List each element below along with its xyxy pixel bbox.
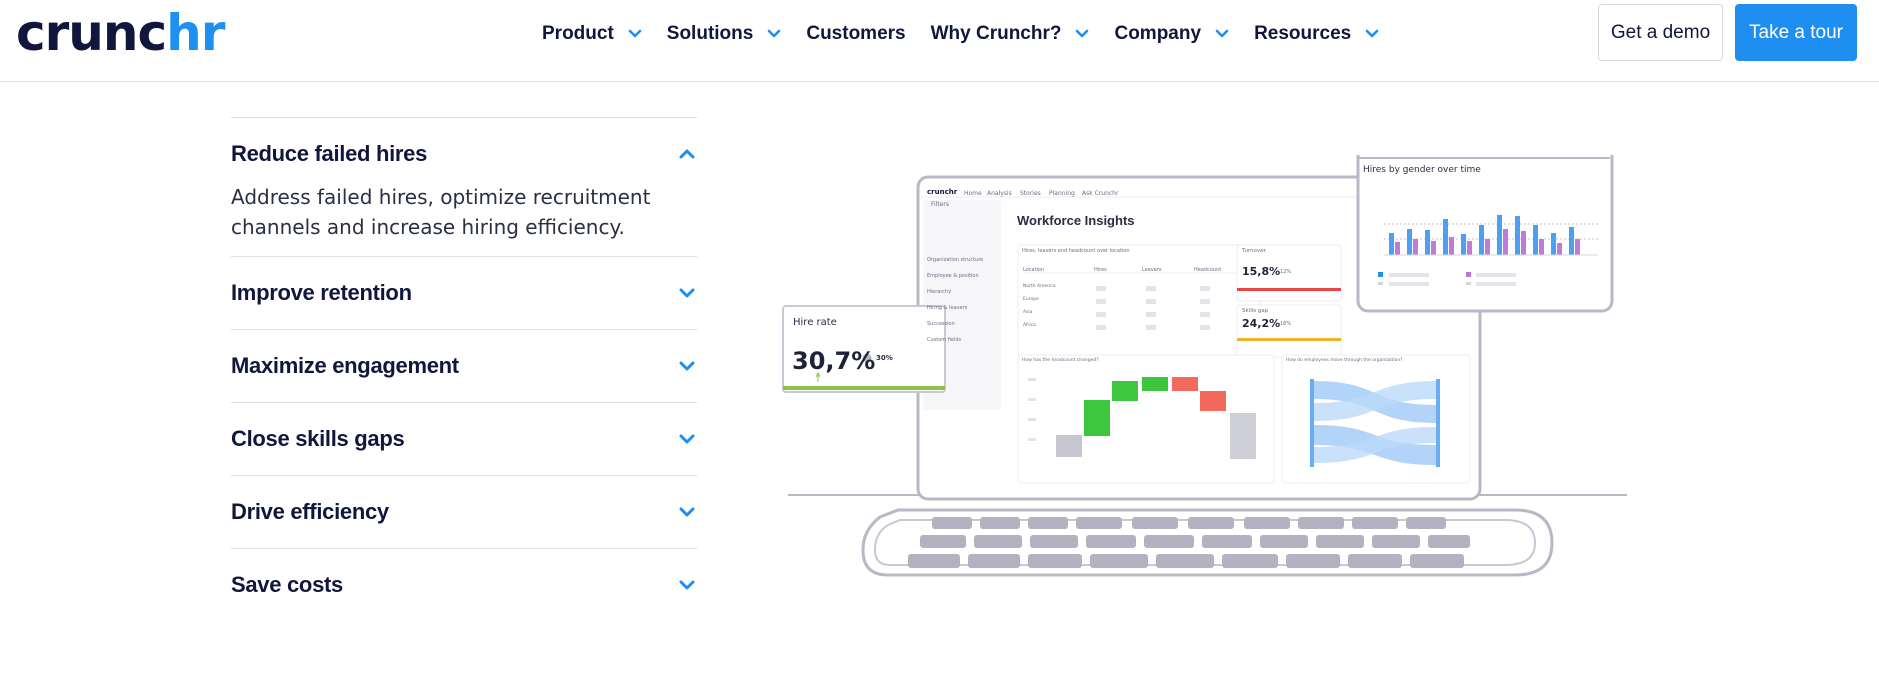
hire-rate-value: 30,7% [792,347,876,375]
chevron-down-icon [1075,29,1089,39]
accordion-title: Improve retention [231,280,412,305]
hire-rate-card [782,305,946,393]
accordion-body: Address failed hires, optimize recruitme… [231,185,651,239]
main-nav: Product Solutions Customers Why Crunchr?… [542,20,1404,48]
chevron-down-icon [678,360,696,372]
hire-rate-compare: 30% [876,354,893,362]
table-row: Africa [1023,323,1036,328]
table-header: Leavers [1142,267,1162,273]
table-header: Headcount [1194,267,1222,273]
hires-by-gender-window [1356,155,1614,313]
turnover-label: Turnover [1242,248,1266,254]
app-nav-stories: Stories [1020,190,1041,197]
accordion-header[interactable]: Improve retention [231,257,697,329]
table-header: Location [1023,267,1045,273]
turnover-delta: 12% [1280,269,1292,275]
filter-item: Succession [927,321,955,327]
laptop-illustration [782,155,1627,577]
skills-gap-value: 24,2% [1242,317,1281,330]
chevron-down-icon [628,29,642,39]
accordion-item-maximize-engagement: Maximize engagement [231,329,697,402]
accordion-title: Maximize engagement [231,353,459,378]
nav-customers[interactable]: Customers [806,23,905,45]
nav-company-label: Company [1114,23,1202,44]
site-header: crunc hr Product Solutions Customers Why … [0,0,1879,82]
nav-solutions[interactable]: Solutions [667,23,782,45]
accordion-header[interactable]: Maximize engagement [231,330,697,402]
accordion-title: Close skills gaps [231,426,405,451]
sankey-title: How do employees move through the organi… [1286,358,1403,363]
table-row: North America [1023,284,1056,289]
accordion-item-reduce-failed-hires: Reduce failed hires Address failed hires… [231,117,697,256]
table-title: Hires, leavers and headcount over locati… [1022,248,1130,254]
filter-item: Employee & position [927,273,979,279]
accordion-title: Drive efficiency [231,499,389,524]
turnover-value: 15,8% [1242,265,1281,278]
table-row: Europe [1023,297,1039,302]
nav-why-crunchr-label: Why Crunchr? [930,23,1062,44]
accordion-item-save-costs: Save costs [231,548,697,621]
turnover-card [1236,244,1342,302]
nav-customers-label: Customers [806,23,906,44]
app-nav-ask-crunchr: Ask Crunchr [1082,190,1119,197]
nav-resources[interactable]: Resources [1254,23,1379,45]
app-logo: crunchr [927,188,958,196]
waterfall-title: How has the headcount changed? [1022,358,1099,363]
nav-product[interactable]: Product [542,23,642,45]
accordion-header[interactable]: Close skills gaps [231,403,697,475]
accordion-header[interactable]: Save costs [231,549,697,621]
nav-product-label: Product [542,23,614,44]
location-table-card [1017,244,1261,358]
app-nav-analysis: Analysis [987,190,1012,197]
logo-part-blue: hr [166,4,225,62]
hires-by-gender-title: Hires by gender over time [1363,165,1481,175]
filter-item: Organization structure [927,257,984,263]
chevron-down-icon [678,287,696,299]
accordion-header[interactable]: Drive efficiency [231,476,697,548]
chevron-up-icon [678,148,696,160]
hire-rate-label: Hire rate [793,317,837,328]
nav-company[interactable]: Company [1114,23,1229,45]
accordion-item-close-skills-gaps: Close skills gaps [231,402,697,475]
take-a-tour-button[interactable]: Take a tour [1735,4,1857,61]
accordion-header[interactable]: Reduce failed hires [231,118,697,190]
chevron-down-icon [1215,29,1229,39]
app-nav-planning: Planning [1049,190,1075,197]
nav-solutions-label: Solutions [666,23,754,44]
logo-part-dark: crunc [16,4,167,62]
nav-why-crunchr[interactable]: Why Crunchr? [931,23,1090,45]
dashboard-title: Workforce Insights [1017,213,1135,228]
get-a-demo-button[interactable]: Get a demo [1598,4,1723,61]
filters-label: Filters [931,201,949,208]
app-nav-home: Home [964,190,982,197]
chevron-down-icon [678,579,696,591]
accordion-item-improve-retention: Improve retention [231,256,697,329]
chevron-down-icon [1365,29,1379,39]
chevron-down-icon [678,433,696,445]
filter-item: Custom fields [927,337,962,343]
gender-bars [1389,215,1580,255]
crunchr-logo[interactable]: crunc hr [16,4,225,62]
table-row: Asia [1023,310,1033,315]
accordion-title: Reduce failed hires [231,141,428,166]
skills-gap-label: Skills gap [1242,308,1269,314]
filter-item: Hierarchy [927,289,952,295]
filter-item: Hiring & leavers [927,305,968,311]
use-case-accordion: Reduce failed hires Address failed hires… [231,117,697,621]
skills-gap-delta: 16% [1280,321,1292,327]
table-header: Hires [1094,267,1107,273]
nav-resources-label: Resources [1254,23,1352,44]
chevron-down-icon [767,29,781,39]
product-illustration: crunchr Home Analysis Stories Planning A… [780,155,1640,585]
keyboard-keys [908,517,1470,568]
accordion-title: Save costs [231,572,343,597]
chevron-down-icon [678,506,696,518]
accordion-item-drive-efficiency: Drive efficiency [231,475,697,548]
